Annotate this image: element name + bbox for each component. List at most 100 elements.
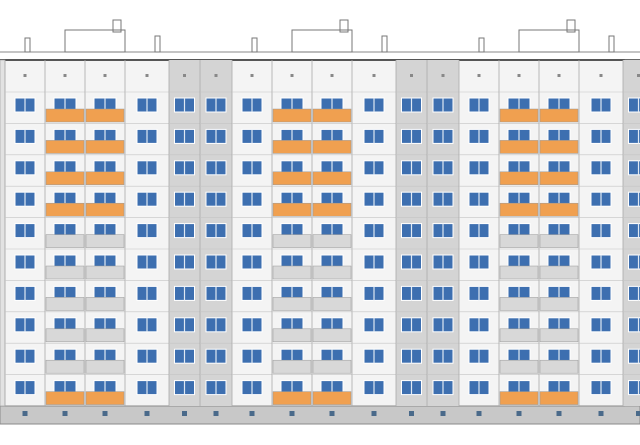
balcony bbox=[499, 108, 539, 123]
balcony bbox=[85, 328, 125, 343]
roof-structure bbox=[291, 29, 353, 53]
balcony bbox=[499, 265, 539, 280]
roof-vent bbox=[112, 19, 122, 33]
attic-vent bbox=[250, 74, 254, 77]
balcony bbox=[312, 297, 352, 311]
roof-vent bbox=[381, 35, 388, 53]
balcony bbox=[45, 202, 85, 217]
balcony bbox=[312, 265, 352, 280]
balcony bbox=[312, 391, 352, 405]
basement bbox=[0, 405, 640, 425]
basement-vent bbox=[22, 411, 28, 416]
balcony bbox=[272, 202, 312, 217]
balcony bbox=[272, 234, 312, 248]
basement-vent bbox=[409, 411, 414, 416]
balcony bbox=[45, 297, 85, 311]
attic-vent bbox=[330, 74, 334, 77]
roof-vent bbox=[339, 19, 349, 33]
roof-vent bbox=[478, 37, 485, 53]
attic-vent bbox=[557, 74, 561, 77]
attic-vent bbox=[145, 74, 149, 77]
attic-vent bbox=[477, 74, 481, 77]
balcony bbox=[85, 359, 125, 374]
balcony bbox=[499, 234, 539, 248]
balcony bbox=[45, 359, 85, 374]
balcony bbox=[45, 171, 85, 186]
attic-vent bbox=[599, 74, 603, 77]
basement-vent bbox=[598, 411, 604, 416]
balcony bbox=[45, 265, 85, 280]
balcony bbox=[45, 391, 85, 405]
balcony bbox=[539, 265, 579, 280]
balcony bbox=[272, 391, 312, 405]
facade-elements bbox=[0, 19, 640, 416]
basement-vent bbox=[102, 411, 108, 416]
balcony bbox=[312, 359, 352, 374]
basement-vent bbox=[182, 411, 187, 416]
balcony bbox=[499, 391, 539, 405]
balcony bbox=[539, 359, 579, 374]
balcony bbox=[499, 328, 539, 343]
attic-vent bbox=[517, 74, 521, 77]
attic-vent bbox=[290, 74, 294, 77]
roof-vent bbox=[566, 19, 576, 33]
balcony bbox=[312, 328, 352, 343]
balcony bbox=[272, 171, 312, 186]
balcony bbox=[85, 234, 125, 248]
balcony bbox=[45, 108, 85, 123]
attic-vent bbox=[23, 74, 27, 77]
roof-vent bbox=[154, 35, 161, 53]
balcony bbox=[539, 328, 579, 343]
basement-vent bbox=[636, 411, 640, 416]
basement-vent bbox=[440, 411, 446, 416]
basement-vent bbox=[289, 411, 295, 416]
balcony bbox=[539, 234, 579, 248]
balcony bbox=[272, 108, 312, 123]
attic-vent bbox=[637, 74, 640, 77]
basement-vent bbox=[516, 411, 522, 416]
roof-vent bbox=[251, 37, 258, 53]
balcony bbox=[85, 202, 125, 217]
balcony bbox=[539, 297, 579, 311]
basement-vent bbox=[371, 411, 377, 416]
attic-vent bbox=[441, 74, 445, 77]
basement-vent bbox=[329, 411, 335, 416]
balcony bbox=[539, 202, 579, 217]
balcony bbox=[85, 265, 125, 280]
attic-vent bbox=[103, 74, 107, 77]
balcony bbox=[85, 108, 125, 123]
balcony bbox=[272, 328, 312, 343]
basement-vent bbox=[144, 411, 150, 416]
balcony bbox=[312, 171, 352, 186]
attic-vent bbox=[410, 74, 413, 77]
balcony bbox=[45, 140, 85, 154]
balcony bbox=[272, 265, 312, 280]
balcony bbox=[499, 297, 539, 311]
balcony bbox=[272, 359, 312, 374]
balcony bbox=[85, 391, 125, 405]
balcony bbox=[499, 202, 539, 217]
balcony bbox=[312, 140, 352, 154]
attic-vent bbox=[372, 74, 376, 77]
balcony bbox=[539, 108, 579, 123]
balcony bbox=[45, 328, 85, 343]
balcony bbox=[312, 234, 352, 248]
basement-vent bbox=[476, 411, 482, 416]
balcony bbox=[45, 234, 85, 248]
balcony bbox=[539, 171, 579, 186]
balcony bbox=[499, 359, 539, 374]
balcony bbox=[499, 171, 539, 186]
attic-vent bbox=[214, 74, 218, 77]
basement-vent bbox=[556, 411, 562, 416]
roof-vent bbox=[608, 35, 615, 53]
balcony bbox=[85, 140, 125, 154]
balcony bbox=[499, 140, 539, 154]
attic-vent bbox=[183, 74, 186, 77]
attic-vent bbox=[63, 74, 67, 77]
balcony bbox=[272, 297, 312, 311]
edge-panel bbox=[0, 59, 6, 407]
balcony bbox=[539, 140, 579, 154]
balcony bbox=[85, 297, 125, 311]
balcony bbox=[539, 391, 579, 405]
